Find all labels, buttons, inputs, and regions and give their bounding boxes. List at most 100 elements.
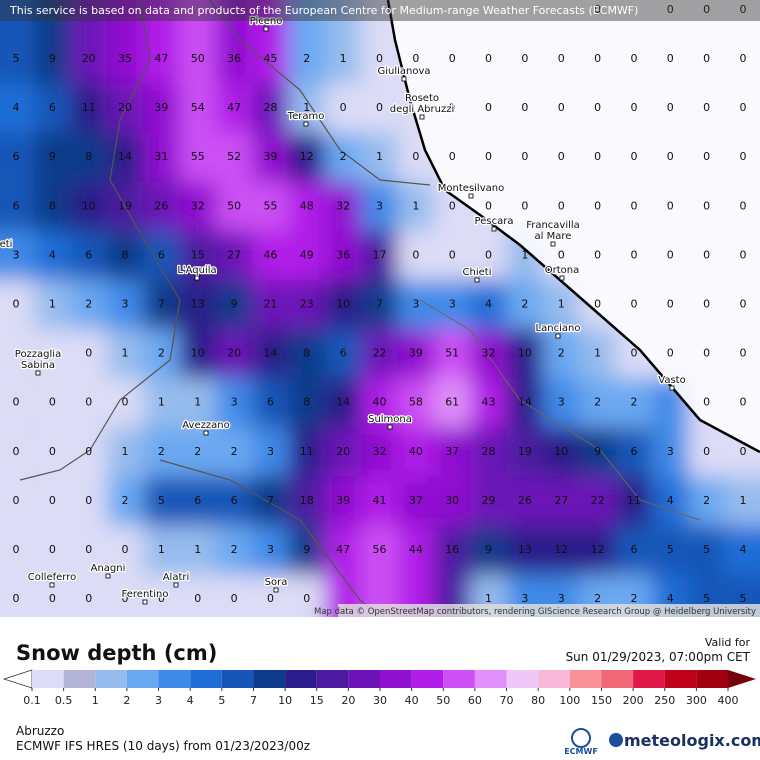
grid-value: 2 xyxy=(521,298,528,311)
grid-value: 6 xyxy=(267,396,274,409)
snow-cell xyxy=(70,279,107,330)
grid-value: 0 xyxy=(13,298,20,311)
grid-value: 6 xyxy=(49,101,56,114)
grid-value: 36 xyxy=(227,52,241,65)
snow-cell xyxy=(361,230,398,280)
snow-cell xyxy=(179,230,216,280)
valid-time: Sun 01/29/2023, 07:00pm CET xyxy=(566,650,751,664)
grid-value: 19 xyxy=(118,199,132,212)
snow-cell xyxy=(434,329,471,379)
grid-value: 39 xyxy=(263,150,277,163)
grid-value: 0 xyxy=(740,396,747,409)
grid-value: 1 xyxy=(194,396,201,409)
colorbar-label: 7 xyxy=(250,694,257,707)
grid-value: 1 xyxy=(49,298,56,311)
grid-value: 0 xyxy=(449,101,456,114)
grid-value: 0 xyxy=(449,150,456,163)
grid-value: 0 xyxy=(49,396,56,409)
grid-value: 0 xyxy=(630,150,637,163)
city-marker xyxy=(49,582,55,588)
snow-cell xyxy=(252,0,289,14)
city-marker xyxy=(474,277,480,283)
snow-cell xyxy=(179,574,216,617)
grid-value: 0 xyxy=(122,592,129,605)
grid-value: 3 xyxy=(558,396,565,409)
grid-value: 0 xyxy=(558,52,565,65)
colorbar-segment xyxy=(569,670,602,688)
grid-value: 0 xyxy=(594,101,601,114)
snow-cell xyxy=(615,378,653,428)
snow-cell xyxy=(288,181,325,231)
grid-value: 1 xyxy=(376,150,383,163)
grid-value: 0 xyxy=(630,199,637,212)
grid-value: 6 xyxy=(194,494,201,507)
grid-value: 6 xyxy=(231,494,238,507)
grid-value: 0 xyxy=(703,347,710,360)
snow-cell xyxy=(652,427,689,477)
snow-cell xyxy=(0,525,35,575)
snow-cell xyxy=(324,525,362,575)
snow-cell xyxy=(70,230,107,280)
snow-cell xyxy=(688,476,725,526)
snow-cell xyxy=(361,476,398,526)
grid-value: 40 xyxy=(373,396,387,409)
snow-cell xyxy=(288,574,325,617)
snow-cell xyxy=(34,378,71,428)
snow-cell xyxy=(0,0,35,14)
snow-cell xyxy=(397,181,435,231)
colorbar-label: 80 xyxy=(531,694,545,707)
city-marker xyxy=(194,275,200,281)
grid-value: 2 xyxy=(231,445,238,458)
grid-value: 44 xyxy=(409,543,423,556)
grid-value: 26 xyxy=(154,199,168,212)
grid-value: 0 xyxy=(703,199,710,212)
grid-value: 0 xyxy=(740,199,747,212)
snow-cell xyxy=(579,378,616,428)
snow-cell xyxy=(543,476,580,526)
city-name: Francavilla xyxy=(526,220,580,231)
grid-value: 0 xyxy=(667,298,674,311)
grid-value: 27 xyxy=(227,248,241,261)
snow-cell xyxy=(252,427,289,477)
grid-value: 2 xyxy=(122,494,129,507)
snow-cell xyxy=(34,279,71,330)
grid-value: 1 xyxy=(594,347,601,360)
snow-cell xyxy=(34,14,71,84)
snow-cell xyxy=(106,230,144,280)
snow-cell xyxy=(470,378,507,428)
snow-cell xyxy=(143,83,180,133)
grid-value: 12 xyxy=(591,543,605,556)
snow-cell xyxy=(179,132,216,182)
province-border xyxy=(209,0,431,186)
map-attribution-bar xyxy=(338,604,760,617)
snow-cell xyxy=(0,83,35,133)
grid-value: 39 xyxy=(154,101,168,114)
grid-value: 2 xyxy=(340,150,347,163)
grid-value: 2 xyxy=(558,347,565,360)
grid-value: 6 xyxy=(13,199,20,212)
grid-value: 5 xyxy=(667,543,674,556)
snow-cell xyxy=(106,83,144,133)
snow-cell xyxy=(652,525,689,575)
city-marker xyxy=(173,582,179,588)
snow-cell xyxy=(397,329,435,379)
snow-cell xyxy=(252,574,289,617)
city-name: L'Aquila xyxy=(177,265,216,276)
grid-value: 40 xyxy=(409,445,423,458)
city-marker xyxy=(555,333,561,339)
grid-value: 0 xyxy=(340,101,347,114)
ecmwf-logo: ECMWF xyxy=(564,747,598,756)
snow-cell xyxy=(215,329,253,379)
grid-value: 1 xyxy=(340,52,347,65)
grid-value: 49 xyxy=(300,248,314,261)
colorbar-label: 150 xyxy=(591,694,612,707)
grid-value: 0 xyxy=(703,248,710,261)
grid-value: 28 xyxy=(263,101,277,114)
grid-value: 2 xyxy=(303,52,310,65)
grid-value: 0 xyxy=(558,199,565,212)
grid-value: 11 xyxy=(82,101,96,114)
snow-cell xyxy=(215,525,253,575)
grid-value: 39 xyxy=(336,494,350,507)
grid-value: 0 xyxy=(303,592,310,605)
grid-value: 0 xyxy=(703,3,710,16)
